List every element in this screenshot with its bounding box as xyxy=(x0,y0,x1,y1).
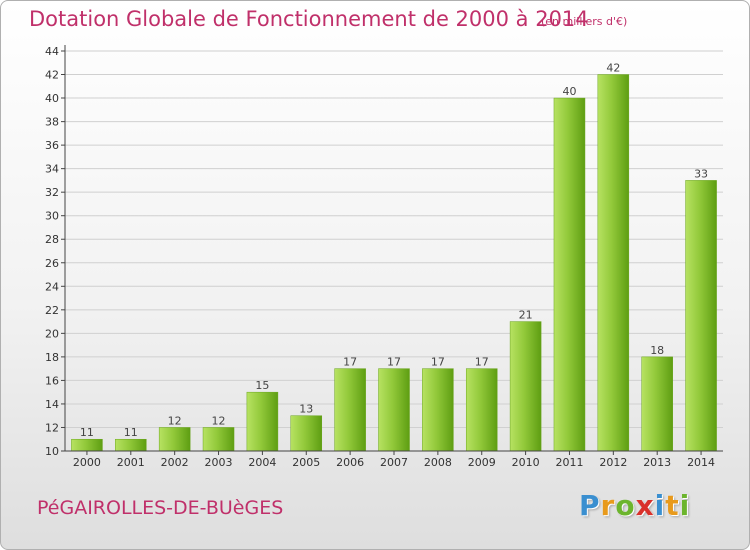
data-label: 40 xyxy=(562,85,576,98)
bar xyxy=(685,180,717,452)
y-tick-label: 26 xyxy=(45,257,59,270)
data-label: 11 xyxy=(80,426,94,439)
logo-letter: i xyxy=(679,489,691,522)
x-tick-label: 2010 xyxy=(512,456,540,469)
x-tick-label: 2003 xyxy=(205,456,233,469)
logo-letter: i xyxy=(654,489,666,522)
bar xyxy=(465,368,498,452)
bar xyxy=(378,368,410,452)
bar xyxy=(422,368,454,452)
data-label: 42 xyxy=(606,62,620,75)
data-label: 17 xyxy=(387,356,401,369)
logo-letter: t xyxy=(665,489,680,522)
y-tick-label: 44 xyxy=(45,45,59,58)
bar xyxy=(158,427,191,452)
data-label: 15 xyxy=(255,379,269,392)
y-tick-label: 24 xyxy=(45,280,59,293)
x-tick-label: 2000 xyxy=(73,456,101,469)
y-tick-label: 38 xyxy=(45,116,59,129)
x-tick-label: 2009 xyxy=(468,456,496,469)
y-tick-label: 40 xyxy=(45,92,59,105)
x-tick-label: 2012 xyxy=(599,456,627,469)
x-tick-label: 2002 xyxy=(161,456,189,469)
x-tick-label: 2013 xyxy=(643,456,671,469)
bar xyxy=(334,368,366,452)
chart-title: Dotation Globale de Fonctionnement de 20… xyxy=(29,7,589,31)
y-tick-label: 32 xyxy=(45,186,59,199)
x-tick-label: 2008 xyxy=(424,456,452,469)
proxiti-logo: Proxiti xyxy=(579,489,690,522)
data-label: 11 xyxy=(124,426,138,439)
bar xyxy=(202,427,235,452)
chart-unit-label: (en milliers d'€) xyxy=(541,15,628,28)
bar xyxy=(553,97,586,452)
y-tick-label: 28 xyxy=(45,233,59,246)
logo-letter: o xyxy=(615,489,636,522)
bar xyxy=(641,356,673,452)
data-label: 17 xyxy=(475,356,489,369)
y-tick-label: 14 xyxy=(45,398,59,411)
y-tick-label: 18 xyxy=(45,351,59,364)
y-tick-label: 16 xyxy=(45,374,59,387)
y-tick-label: 22 xyxy=(45,304,59,317)
bar xyxy=(290,415,323,452)
x-tick-label: 2011 xyxy=(555,456,583,469)
data-label: 18 xyxy=(650,344,664,357)
commune-name: PéGAIROLLES-DE-BUèGES xyxy=(37,497,284,519)
data-label: 17 xyxy=(431,356,445,369)
y-tick-label: 20 xyxy=(45,327,59,340)
data-label: 17 xyxy=(343,356,357,369)
y-tick-label: 30 xyxy=(45,210,59,223)
y-tick-label: 34 xyxy=(45,163,59,176)
logo-letter: x xyxy=(635,489,655,522)
x-tick-label: 2001 xyxy=(117,456,145,469)
bar xyxy=(597,74,630,452)
y-tick-label: 10 xyxy=(45,445,59,458)
x-tick-label: 2005 xyxy=(292,456,320,469)
data-label: 12 xyxy=(168,414,182,427)
y-tick-label: 42 xyxy=(45,69,59,82)
y-tick-label: 12 xyxy=(45,421,59,434)
x-tick-label: 2006 xyxy=(336,456,364,469)
x-tick-label: 2004 xyxy=(248,456,276,469)
logo-letter: r xyxy=(600,489,616,522)
data-label: 13 xyxy=(299,403,313,416)
y-tick-label: 36 xyxy=(45,139,59,152)
bar xyxy=(71,438,103,452)
data-label: 21 xyxy=(519,309,533,322)
logo-letter: P xyxy=(579,489,601,522)
bar xyxy=(115,438,147,452)
x-tick-label: 2007 xyxy=(380,456,408,469)
data-label: 33 xyxy=(694,167,708,180)
x-tick-label: 2014 xyxy=(687,456,715,469)
bar xyxy=(246,391,279,452)
bar xyxy=(509,321,542,452)
data-label: 12 xyxy=(212,414,226,427)
